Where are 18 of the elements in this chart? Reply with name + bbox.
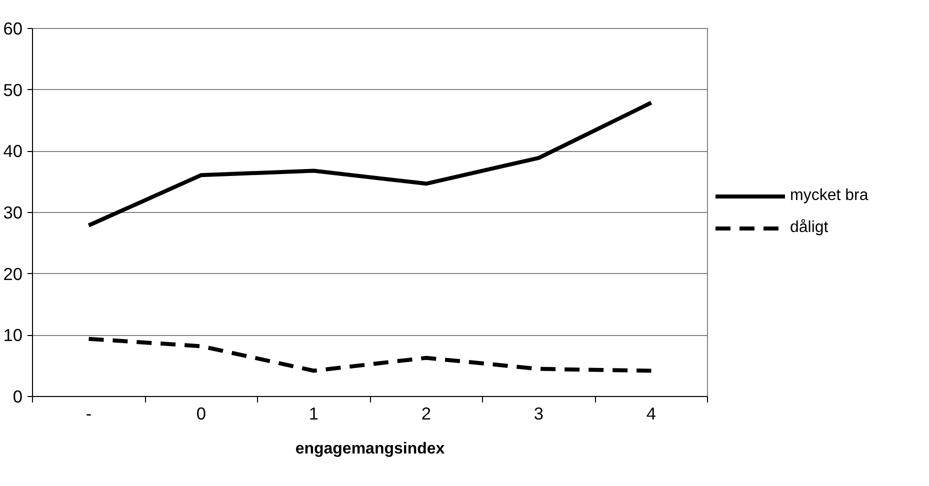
x-axis-title: engagemangsindex bbox=[295, 440, 445, 458]
y-tick-label: 0 bbox=[12, 386, 23, 406]
x-tick-label: 0 bbox=[196, 404, 206, 424]
x-tick-label: 2 bbox=[421, 404, 432, 424]
y-tick-label: 30 bbox=[3, 202, 23, 222]
legend-label: mycket bra bbox=[790, 187, 868, 205]
legend-label: dåligt bbox=[790, 219, 828, 237]
y-tick-label: 20 bbox=[3, 264, 23, 284]
line-series bbox=[86, 336, 654, 373]
x-tick-label: 3 bbox=[534, 404, 544, 424]
y-tick-label: 60 bbox=[3, 18, 23, 38]
y-tick-label: 50 bbox=[3, 80, 23, 100]
line-series bbox=[86, 100, 654, 228]
x-tick-label: - bbox=[86, 404, 92, 424]
x-tick-label: 1 bbox=[308, 404, 319, 424]
y-tick-label: 40 bbox=[3, 141, 23, 162]
y-tick-label: 10 bbox=[3, 325, 23, 346]
x-tick-label: 4 bbox=[646, 404, 656, 424]
